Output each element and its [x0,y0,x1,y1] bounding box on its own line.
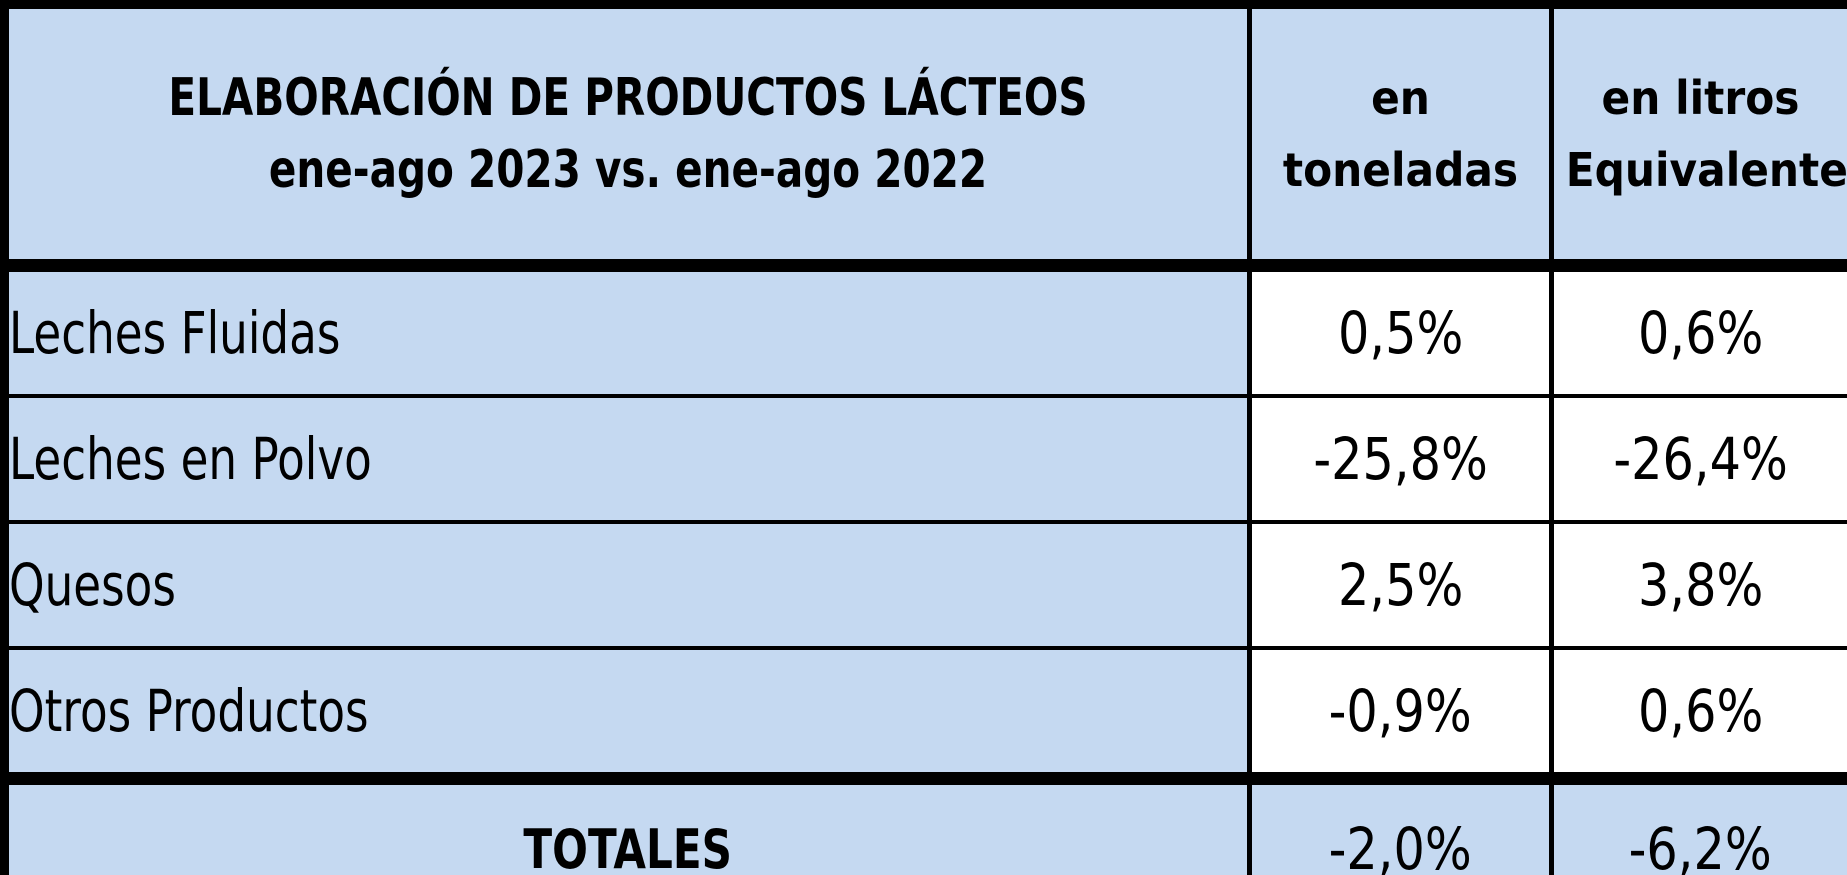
totals-cell-toneladas: -2,0% [1247,772,1554,875]
column-header-litros-equivalentes: en litros Equivalentes [1549,2,1847,272]
table-row-leches-fluidas: Leches Fluidas 0,5% 0,6% [2,263,1847,398]
cell-toneladas: -25,8% [1247,394,1554,524]
cell-toneladas: 2,5% [1247,520,1554,650]
cell-litros: -26,4% [1549,394,1847,524]
row-label: Quesos [2,520,1252,650]
row-label: Leches en Polvo [2,394,1252,524]
totals-cell-litros: -6,2% [1549,772,1847,875]
table-row-quesos: Quesos 2,5% 3,8% [2,520,1847,650]
cell-litros: 3,8% [1549,520,1847,650]
totals-row: TOTALES -2,0% -6,2% [2,772,1847,875]
totals-label: TOTALES [2,772,1252,875]
header-row: ELABORACIÓN DE PRODUCTOS LÁCTEOS ene-ago… [2,2,1847,272]
row-label: Leches Fluidas [2,263,1252,398]
cell-toneladas: -0,9% [1247,646,1554,781]
table-row-otros-productos: Otros Productos -0,9% 0,6% [2,646,1847,781]
cell-litros: 0,6% [1549,646,1847,781]
cell-litros: 0,6% [1549,263,1847,398]
title-line-1: ELABORACIÓN DE PRODUCTOS LÁCTEOS [168,68,1088,128]
table-row-leches-en-polvo: Leches en Polvo -25,8% -26,4% [2,394,1847,524]
title-line-2: ene-ago 2023 vs. ene-ago 2022 [268,140,988,200]
row-label: Otros Productos [2,646,1252,781]
cell-toneladas: 0,5% [1247,263,1554,398]
table-title: ELABORACIÓN DE PRODUCTOS LÁCTEOS ene-ago… [2,2,1252,272]
column-header-toneladas: en toneladas [1247,2,1554,272]
